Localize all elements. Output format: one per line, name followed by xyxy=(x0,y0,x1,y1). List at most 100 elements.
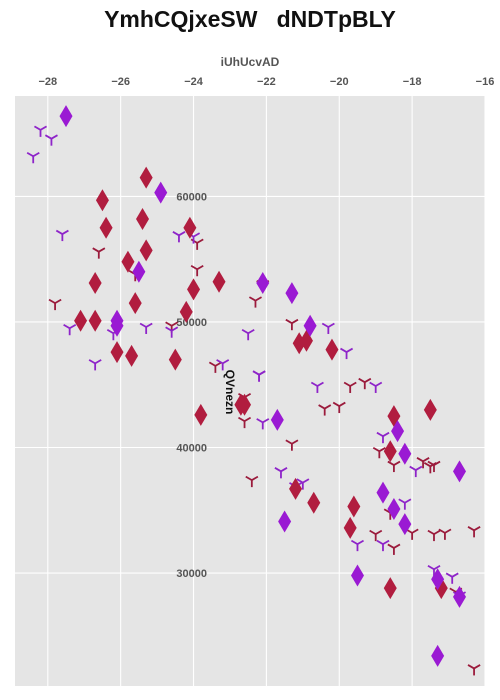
tri-marker xyxy=(376,539,390,552)
tri-marker-arm xyxy=(55,229,63,235)
tri-marker xyxy=(256,418,270,430)
tri-marker-arm xyxy=(165,321,173,327)
tri-marker-arm xyxy=(245,475,253,481)
diamond-marker xyxy=(376,481,390,504)
tri-marker-arm xyxy=(61,229,69,235)
diamond-marker xyxy=(88,272,102,295)
diamond-marker xyxy=(121,250,135,273)
tri-marker xyxy=(48,298,62,311)
tri-marker-arm xyxy=(291,318,299,324)
diamond-marker xyxy=(383,440,397,463)
y-tick-label: 40000 xyxy=(176,442,207,454)
tri-marker-arm xyxy=(256,418,264,424)
tri-marker-arm xyxy=(423,462,431,468)
tri-marker xyxy=(285,439,299,451)
tri-marker-arm xyxy=(338,401,346,407)
tri-marker xyxy=(467,526,481,538)
tri-marker-arm xyxy=(291,439,299,445)
diamond-marker xyxy=(110,314,124,337)
tri-marker-arm xyxy=(383,508,391,514)
tri-marker-arm xyxy=(358,377,366,383)
tri-marker xyxy=(26,151,40,164)
tri-marker-arm xyxy=(40,125,48,131)
tri-marker-arm xyxy=(473,664,481,670)
tri-marker-arm xyxy=(369,529,377,535)
diamond-marker xyxy=(452,585,466,608)
x-tick-label: −24 xyxy=(184,76,204,88)
tri-marker-arm xyxy=(387,460,395,466)
tri-marker-arm xyxy=(92,247,100,253)
diamond-marker xyxy=(99,216,113,239)
tri-marker-arm xyxy=(251,475,259,481)
diamond-marker xyxy=(289,477,303,500)
tri-marker xyxy=(467,664,481,676)
tri-marker-arm xyxy=(369,381,377,387)
tri-marker-arm xyxy=(172,231,180,237)
tri-marker xyxy=(63,323,77,336)
tri-marker xyxy=(285,318,299,331)
tri-marker-arm xyxy=(376,539,384,545)
diamond-marker xyxy=(278,510,292,533)
tri-marker-arm xyxy=(208,361,216,367)
x-axis-label: iUhUcvAD xyxy=(221,55,280,69)
x-tick-label: −16 xyxy=(476,76,495,88)
tri-marker xyxy=(445,572,459,584)
diamond-marker xyxy=(132,260,146,283)
tri-marker-arm xyxy=(375,381,383,387)
tri-marker-arm xyxy=(94,359,102,365)
x-tick-label: −28 xyxy=(38,76,57,88)
tri-marker-arm xyxy=(302,478,310,484)
chart-title: YmhCQjxeSW dNDTpBLY xyxy=(104,6,396,32)
tri-marker-arm xyxy=(241,328,249,335)
plot-background xyxy=(15,96,485,686)
diamond-marker xyxy=(59,105,73,128)
tri-marker xyxy=(172,231,186,243)
diamond-marker xyxy=(350,564,364,587)
tri-marker-arm xyxy=(238,416,245,422)
diamond-marker xyxy=(88,309,102,332)
tri-marker-arm xyxy=(165,326,173,332)
tri-marker xyxy=(321,322,335,334)
tri-marker-arm xyxy=(473,526,481,532)
tri-marker xyxy=(376,431,390,444)
tri-marker-arm xyxy=(178,231,186,237)
tri-marker-arm xyxy=(285,439,293,445)
tri-marker-arm xyxy=(171,321,179,327)
tri-marker-arm xyxy=(321,322,329,328)
tri-marker xyxy=(369,529,383,542)
diamond-marker xyxy=(74,309,88,332)
tri-marker-arm xyxy=(33,125,41,131)
tri-marker xyxy=(372,446,386,459)
diamond-marker xyxy=(187,278,201,301)
tri-marker-arm xyxy=(316,381,324,387)
tri-marker-arm xyxy=(378,446,386,453)
tri-marker-arm xyxy=(433,529,441,535)
tri-marker-arm xyxy=(433,460,441,466)
tri-marker xyxy=(139,322,153,334)
tri-marker-arm xyxy=(244,416,252,422)
tri-marker xyxy=(409,465,423,478)
tri-marker-arm xyxy=(139,322,147,328)
tri-marker-arm xyxy=(190,264,198,271)
tri-marker-arm xyxy=(48,298,56,304)
tri-marker xyxy=(387,543,401,555)
diamond-marker xyxy=(194,403,208,426)
tri-marker-arm xyxy=(427,564,435,571)
tri-marker xyxy=(318,404,332,416)
tri-marker-arm xyxy=(415,465,423,471)
tri-marker xyxy=(296,478,310,490)
tri-marker xyxy=(241,328,255,341)
tri-marker-arm xyxy=(387,543,395,549)
tri-marker-arm xyxy=(310,381,318,387)
tri-marker xyxy=(248,296,262,308)
tri-marker-arm xyxy=(222,359,230,365)
diamond-marker xyxy=(347,495,361,518)
diamond-marker xyxy=(125,344,139,367)
tri-marker-arm xyxy=(427,529,435,535)
diamond-marker xyxy=(168,348,182,371)
diamond-marker xyxy=(303,314,317,337)
y-tick-label: 30000 xyxy=(176,568,207,580)
tri-marker-arm xyxy=(438,528,446,534)
